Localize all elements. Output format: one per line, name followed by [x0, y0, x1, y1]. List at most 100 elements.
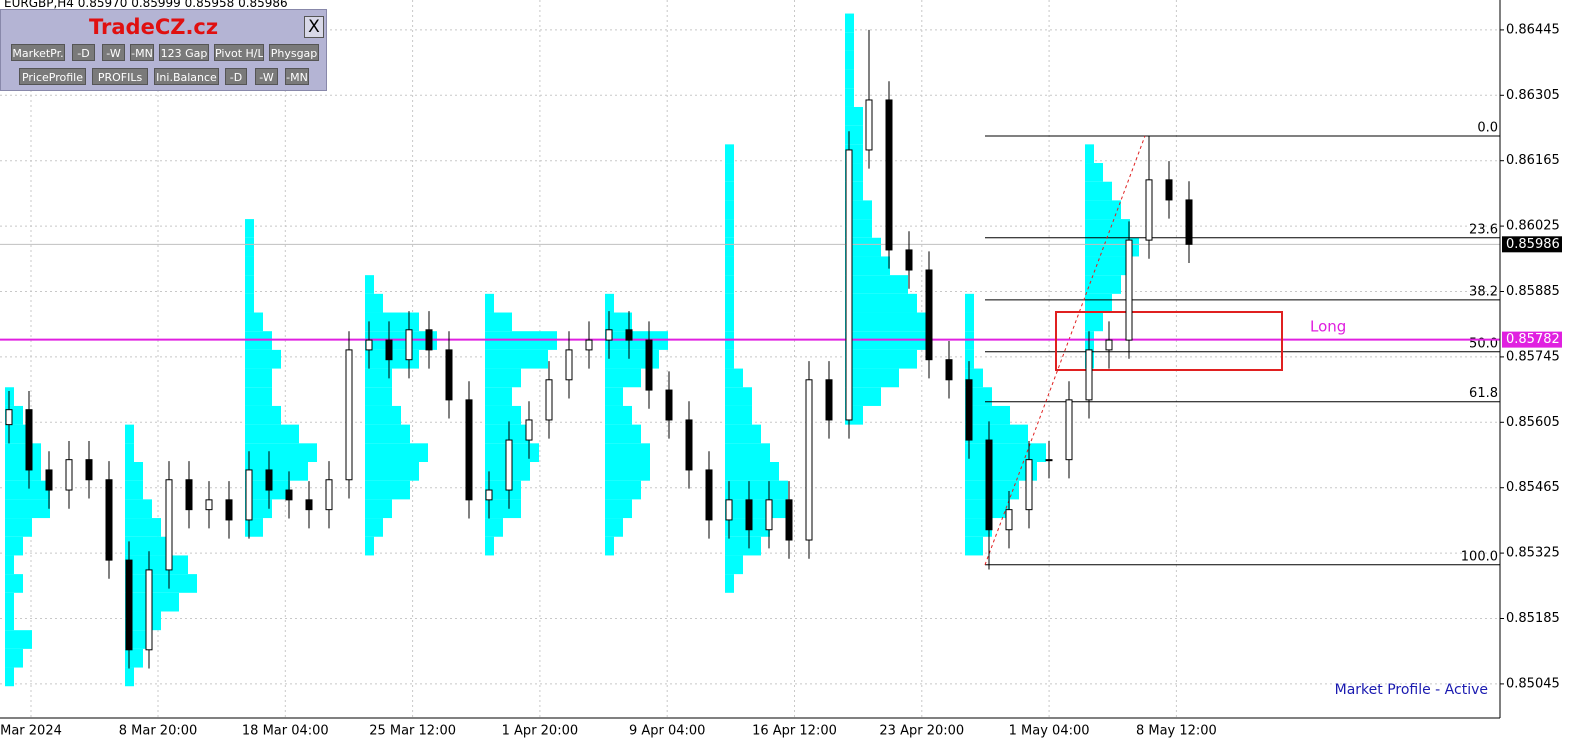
- candle-body: [445, 349, 453, 401]
- candle-body: [1045, 459, 1053, 462]
- candle-body: [765, 499, 773, 531]
- panel-button[interactable]: MarketPr.: [11, 44, 65, 61]
- profile-bar: [725, 462, 779, 481]
- y-tick-label: 0.85605: [1506, 415, 1560, 430]
- profile-bar: [1085, 163, 1103, 182]
- candle-body: [125, 559, 133, 651]
- profile-bar: [605, 405, 632, 425]
- y-tick-label: 0.86445: [1506, 22, 1560, 37]
- panel-button[interactable]: PriceProfile: [19, 68, 86, 85]
- profile-bar: [605, 293, 614, 313]
- profile-bar: [5, 499, 50, 519]
- profile-bar: [725, 443, 770, 463]
- profile-bar: [125, 555, 188, 575]
- profile-bar: [1085, 256, 1130, 276]
- profile-bar: [5, 592, 14, 612]
- status-text: Market Profile - Active: [1335, 682, 1488, 698]
- profile-bar: [845, 106, 863, 126]
- fib-label: 50.0: [1469, 336, 1498, 351]
- profile-bar: [605, 536, 614, 556]
- candle-body: [1185, 199, 1193, 245]
- profile-bar: [845, 69, 854, 89]
- panel-button[interactable]: -MN: [130, 44, 154, 61]
- candle-body: [385, 339, 393, 361]
- panel-button[interactable]: Pivot H/L: [214, 44, 264, 61]
- y-tick-label: 0.85885: [1506, 284, 1560, 299]
- profile-bar: [485, 349, 548, 369]
- profile-bar: [965, 312, 974, 332]
- profile-bar: [725, 293, 734, 313]
- panel-button[interactable]: Physgap: [269, 44, 319, 61]
- fib-trend: [984, 135, 1146, 565]
- x-tick-label: 9 Apr 04:00: [629, 724, 706, 739]
- profile-bar: [605, 518, 623, 537]
- plot-layer: 0.86445 0.86305 0.86165 0.86025 0.85885 0.857…: [0, 0, 1560, 739]
- candle-body: [305, 499, 313, 511]
- y-tick-label: 0.85045: [1506, 676, 1560, 691]
- profile-bar: [725, 555, 743, 575]
- profile-bar: [485, 424, 530, 444]
- candle-body: [105, 479, 113, 561]
- close-button[interactable]: X: [304, 16, 324, 38]
- panel-button[interactable]: -W: [255, 68, 278, 85]
- candle-body: [85, 459, 93, 481]
- candle-body: [965, 379, 973, 441]
- profile-bar: [485, 536, 494, 556]
- price-badge: [1502, 236, 1562, 253]
- panel-button[interactable]: PROFILs: [92, 68, 148, 85]
- panel-button[interactable]: -W: [102, 44, 125, 61]
- candle-body: [1125, 239, 1133, 341]
- tool-panel: TradeCZ.cz X MarketPr. -D -W -MN 123 Gap Pivo…: [0, 9, 327, 91]
- candle-body: [905, 249, 913, 271]
- profile-bar: [365, 405, 401, 425]
- candle-body: [1105, 339, 1113, 351]
- profile-bar: [365, 275, 374, 294]
- profile-bar: [125, 480, 143, 500]
- profile-bar: [1085, 219, 1130, 238]
- profile-bar: [245, 312, 263, 332]
- profile-bar: [485, 387, 512, 406]
- candle-body: [405, 329, 413, 361]
- profile-bar: [485, 405, 521, 425]
- profile-bar: [725, 181, 734, 201]
- profile-bar: [245, 256, 254, 276]
- candle-body: [985, 439, 993, 531]
- candle-body: [805, 379, 813, 541]
- candle-body: [1085, 349, 1093, 401]
- profile-bar: [5, 424, 32, 444]
- profile-bar: [485, 499, 521, 519]
- candle-body: [1165, 179, 1173, 201]
- symbol-header: EURGBP,H4 0.85970 0.85999 0.85958 0.8598…: [4, 0, 288, 10]
- profile-bar: [485, 312, 512, 332]
- candle-body: [5, 409, 13, 426]
- profile-bar: [5, 611, 14, 631]
- profile-bar: [5, 574, 23, 593]
- candle-body: [1005, 509, 1013, 531]
- profile-bar: [125, 518, 161, 537]
- candle-body: [1065, 399, 1073, 461]
- panel-button[interactable]: Ini.Balance: [154, 68, 219, 85]
- panel-button[interactable]: -D: [225, 68, 247, 85]
- panel-button[interactable]: -MN: [285, 68, 309, 85]
- profile-bar: [485, 518, 503, 537]
- panel-button[interactable]: 123 Gap: [159, 44, 209, 61]
- profile-bar: [365, 536, 374, 556]
- profile-bar: [365, 499, 392, 519]
- profile-bar: [725, 499, 788, 519]
- profile-bar: [845, 312, 926, 332]
- profile-bar: [245, 349, 281, 369]
- candle-body: [865, 99, 873, 151]
- x-tick-label: 8 May 12:00: [1136, 724, 1217, 739]
- profile-bar: [125, 648, 143, 668]
- profile-bar: [605, 499, 632, 519]
- profile-bar: [845, 50, 854, 70]
- candle-body: [225, 499, 233, 521]
- profile-bar: [845, 275, 908, 294]
- profile-bar: [725, 387, 752, 406]
- profile-bar: [125, 536, 170, 556]
- profile-bar: [845, 13, 854, 33]
- candle-body: [345, 349, 353, 481]
- profile-bar: [725, 219, 734, 238]
- panel-button[interactable]: -D: [72, 44, 95, 61]
- y-tick-label: 0.85465: [1506, 480, 1560, 495]
